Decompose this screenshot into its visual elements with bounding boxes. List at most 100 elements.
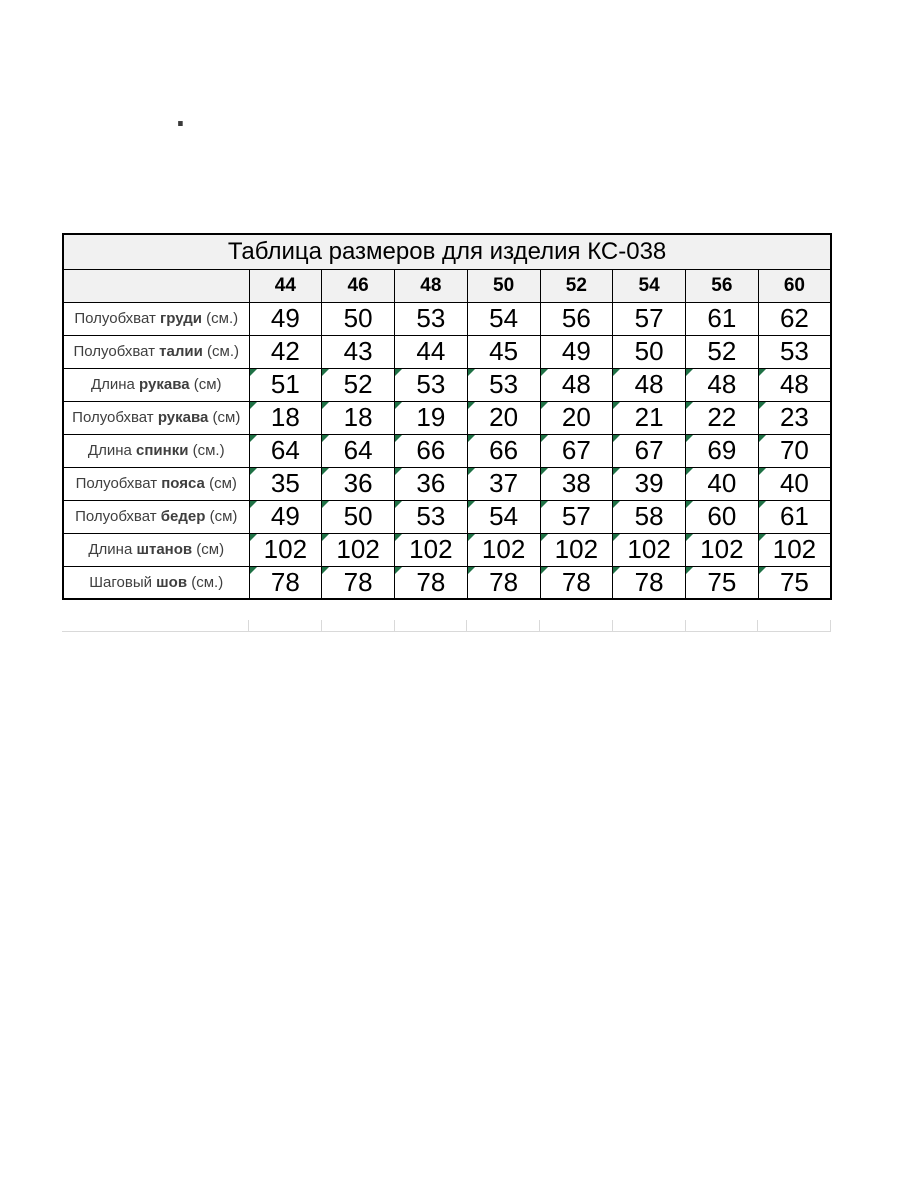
- measurement-label: Шаговый шов (см.): [62, 565, 250, 600]
- measurement-label: Полуобхват груди (см.): [62, 301, 250, 336]
- excel-error-flag-icon: [686, 435, 693, 442]
- value-cell: 53: [757, 334, 832, 369]
- value-cell: 61: [685, 301, 759, 336]
- value-cell: 69: [685, 433, 759, 468]
- excel-error-flag-icon: [613, 435, 621, 442]
- value-cell: 66: [466, 433, 541, 468]
- gridline-stub: [393, 620, 395, 632]
- excel-error-flag-icon: [322, 435, 330, 442]
- value-cell: 70: [757, 433, 832, 468]
- title-row: Таблица размеров для изделия КС-038: [62, 233, 832, 270]
- value-cell: 62: [757, 301, 832, 336]
- value-cell: 67: [612, 433, 686, 468]
- excel-error-flag-icon: [395, 435, 402, 442]
- measurement-label: Длина рукава (см): [62, 367, 250, 402]
- value-cell: 53: [394, 301, 468, 336]
- value-cell: 20: [466, 400, 541, 435]
- value-cell: 102: [757, 532, 832, 567]
- value-cell: 102: [539, 532, 614, 567]
- value-cell: 40: [757, 466, 832, 501]
- value-cell: 50: [321, 499, 395, 534]
- gridline-stub: [539, 620, 540, 632]
- table-title: Таблица размеров для изделия КС-038: [62, 233, 832, 270]
- value-cell: 53: [466, 367, 541, 402]
- excel-error-flag-icon: [468, 534, 475, 541]
- value-cell: 21: [612, 400, 686, 435]
- value-cell: 78: [394, 565, 468, 600]
- value-cell: 64: [321, 433, 395, 468]
- value-cell: 48: [612, 367, 686, 402]
- value-cell: 56: [539, 301, 614, 336]
- value-cell: 57: [539, 499, 614, 534]
- excel-error-flag-icon: [686, 468, 693, 475]
- excel-error-flag-icon: [249, 501, 257, 508]
- stray-dot: .: [172, 100, 189, 133]
- excel-error-flag-icon: [395, 567, 402, 574]
- excel-error-flag-icon: [249, 534, 257, 541]
- value-cell: 75: [685, 565, 759, 600]
- excel-error-flag-icon: [613, 402, 621, 409]
- value-cell: 19: [394, 400, 468, 435]
- value-cell: 39: [612, 466, 686, 501]
- measurement-label: Длина спинки (см.): [62, 433, 250, 468]
- value-cell: 48: [757, 367, 832, 402]
- size-header-row: 44 46 48 50 52 54 56 60: [62, 268, 832, 303]
- value-cell: 50: [612, 334, 686, 369]
- size-column-header: 48: [394, 268, 468, 303]
- excel-error-flag-icon: [322, 501, 330, 508]
- excel-error-flag-icon: [249, 567, 257, 574]
- measurement-label: Полуобхват пояса (см): [62, 466, 250, 501]
- excel-error-flag-icon: [322, 369, 330, 376]
- excel-error-flag-icon: [395, 534, 402, 541]
- excel-error-flag-icon: [540, 468, 548, 475]
- gridline-stub: [320, 620, 322, 632]
- value-cell: 20: [539, 400, 614, 435]
- value-cell: 102: [321, 532, 395, 567]
- excel-error-flag-icon: [613, 369, 621, 376]
- excel-error-flag-icon: [613, 567, 621, 574]
- excel-error-flag-icon: [322, 567, 330, 574]
- size-column-header: 54: [612, 268, 686, 303]
- value-cell: 22: [685, 400, 759, 435]
- size-chart-table: Таблица размеров для изделия КС-038 44 46…: [62, 233, 833, 600]
- excel-error-flag-icon: [540, 567, 548, 574]
- corner-empty-cell: [62, 268, 250, 303]
- excel-error-flag-icon: [249, 435, 257, 442]
- value-cell: 48: [539, 367, 614, 402]
- gridline-stub: [248, 620, 249, 632]
- value-cell: 78: [539, 565, 614, 600]
- value-cell: 18: [248, 400, 323, 435]
- excel-error-flag-icon: [613, 534, 621, 541]
- excel-error-flag-icon: [759, 468, 766, 475]
- measurement-label: Полуобхват талии (см.): [62, 334, 250, 369]
- value-cell: 75: [757, 565, 832, 600]
- measurement-row: Шаговый шов (см.) 78 78 78 78 78 78 75 75: [62, 565, 832, 600]
- excel-error-flag-icon: [468, 435, 475, 442]
- excel-error-flag-icon: [395, 402, 402, 409]
- value-cell: 23: [757, 400, 832, 435]
- value-cell: 44: [394, 334, 468, 369]
- excel-error-flag-icon: [249, 468, 257, 475]
- value-cell: 49: [248, 301, 323, 336]
- measurement-row: Полуобхват груди (см.) 49 50 53 54 56 57 61 62: [62, 301, 832, 336]
- size-column-header: 44: [248, 268, 323, 303]
- excel-error-flag-icon: [759, 567, 766, 574]
- value-cell: 102: [685, 532, 759, 567]
- value-cell: 78: [612, 565, 686, 600]
- measurement-row: Полуобхват пояса (см) 35 36 36 37 38 39 40 40: [62, 466, 832, 501]
- value-cell: 40: [685, 466, 759, 501]
- value-cell: 49: [248, 499, 323, 534]
- excel-error-flag-icon: [540, 435, 548, 442]
- value-cell: 61: [757, 499, 832, 534]
- value-cell: 42: [248, 334, 323, 369]
- excel-error-flag-icon: [395, 369, 402, 376]
- value-cell: 53: [394, 367, 468, 402]
- value-cell: 102: [466, 532, 541, 567]
- measurement-row: Длина рукава (см) 51 52 53 53 48 48 48 48: [62, 367, 832, 402]
- value-cell: 49: [539, 334, 614, 369]
- value-cell: 43: [321, 334, 395, 369]
- value-cell: 35: [248, 466, 323, 501]
- excel-error-flag-icon: [686, 567, 693, 574]
- value-cell: 38: [539, 466, 614, 501]
- spreadsheet-gridline-stubs: [62, 620, 831, 632]
